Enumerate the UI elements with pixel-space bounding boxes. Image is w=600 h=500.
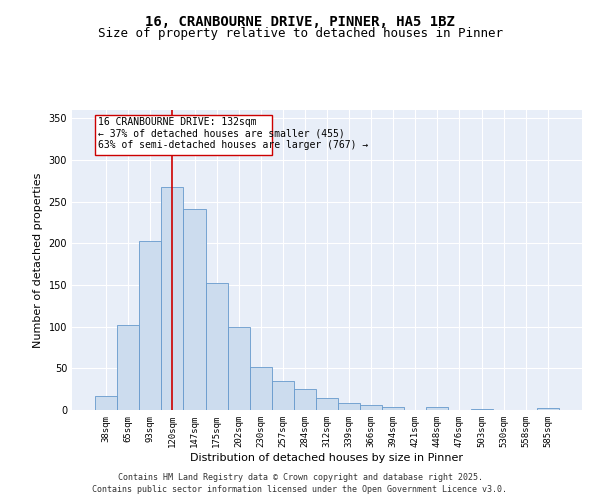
Y-axis label: Number of detached properties: Number of detached properties	[33, 172, 43, 348]
Bar	[382, 406, 404, 410]
Bar	[227, 326, 250, 410]
Bar	[537, 408, 559, 410]
Bar	[95, 396, 117, 410]
Bar	[250, 366, 272, 410]
Bar	[427, 406, 448, 410]
Text: 16 CRANBOURNE DRIVE: 132sqm
← 37% of detached houses are smaller (455)
63% of se: 16 CRANBOURNE DRIVE: 132sqm ← 37% of det…	[98, 116, 369, 150]
Bar	[117, 325, 139, 410]
Bar	[338, 402, 360, 410]
Text: 16, CRANBOURNE DRIVE, PINNER, HA5 1BZ: 16, CRANBOURNE DRIVE, PINNER, HA5 1BZ	[145, 15, 455, 29]
Bar	[206, 284, 227, 410]
FancyBboxPatch shape	[95, 115, 272, 155]
Text: Contains public sector information licensed under the Open Government Licence v3: Contains public sector information licen…	[92, 485, 508, 494]
Bar	[184, 209, 206, 410]
Bar	[161, 186, 184, 410]
Bar	[470, 409, 493, 410]
Text: Size of property relative to detached houses in Pinner: Size of property relative to detached ho…	[97, 28, 503, 40]
Text: Contains HM Land Registry data © Crown copyright and database right 2025.: Contains HM Land Registry data © Crown c…	[118, 472, 482, 482]
Bar	[316, 398, 338, 410]
Bar	[272, 381, 294, 410]
X-axis label: Distribution of detached houses by size in Pinner: Distribution of detached houses by size …	[191, 452, 464, 462]
Bar	[294, 389, 316, 410]
Bar	[139, 241, 161, 410]
Bar	[360, 405, 382, 410]
